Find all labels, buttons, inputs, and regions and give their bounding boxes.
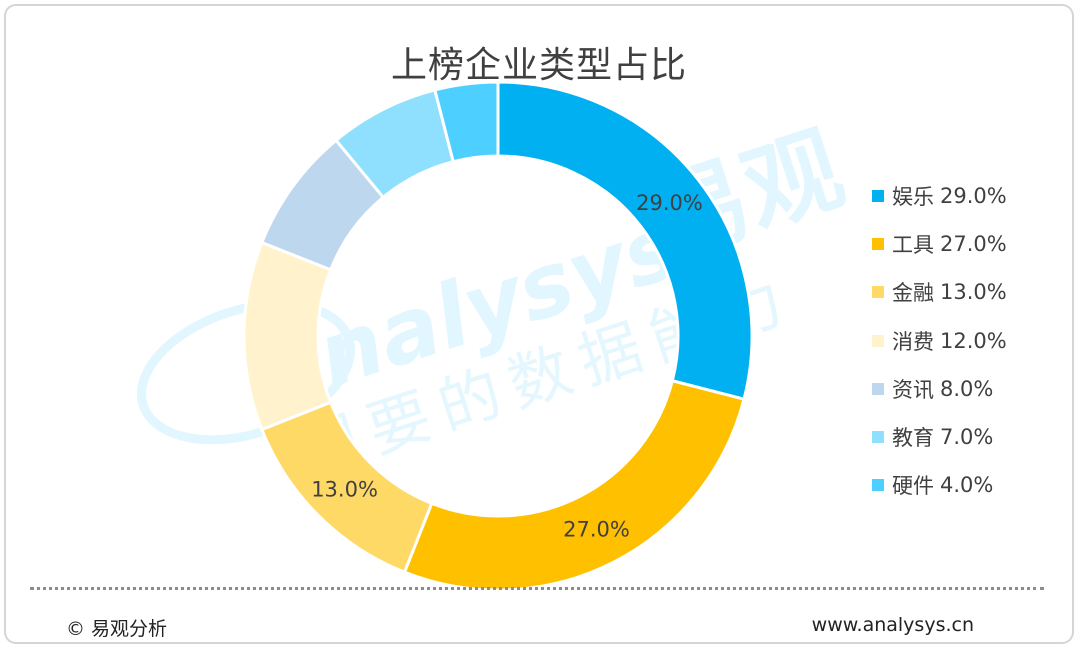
slice-label-娱乐: 29.0%: [636, 191, 703, 215]
legend-label: 资讯: [892, 377, 934, 402]
legend-label: 金融: [892, 281, 934, 306]
chart-legend: 娱乐 29.0% 工具 27.0% 金融 13.0% 消费 12.0% 资讯 8.0% 教育 7.0%…: [872, 172, 1007, 509]
legend-value: 27.0%: [940, 232, 1007, 257]
legend-swatch: [872, 238, 884, 251]
legend-swatch: [872, 286, 884, 299]
legend-value: 13.0%: [940, 280, 1007, 305]
legend-swatch: [872, 431, 884, 444]
legend-item: 工具 27.0%: [872, 220, 1007, 268]
chart-card: analysys 易观 想要的数据能力 上榜企业类型占比 29.0% 27.0% 1…: [4, 4, 1074, 644]
legend-value: 29.0%: [940, 184, 1007, 209]
slice-label-工具: 27.0%: [563, 517, 630, 541]
legend-item: 硬件 4.0%: [872, 461, 1007, 509]
donut-chart: 29.0% 27.0% 13.0%: [242, 80, 754, 592]
legend-value: 4.0%: [940, 473, 994, 498]
legend-value: 8.0%: [940, 376, 994, 401]
donut-slice-硬件: [433, 80, 500, 164]
copyright-text: © 易观分析: [66, 618, 168, 640]
legend-swatch: [872, 382, 884, 395]
legend-swatch: [872, 479, 884, 492]
source-url: www.analysys.cn: [811, 614, 974, 636]
legend-swatch: [872, 190, 884, 203]
legend-item: 教育 7.0%: [872, 413, 1007, 461]
legend-item: 娱乐 29.0%: [872, 172, 1007, 220]
legend-item: 消费 12.0%: [872, 317, 1007, 365]
legend-label: 工具: [892, 233, 934, 258]
chart-title: 上榜企业类型占比: [390, 45, 687, 86]
legend-swatch: [872, 334, 884, 347]
donut-slice-消费: [242, 240, 333, 432]
footer-divider: [30, 587, 1044, 590]
legend-value: 12.0%: [940, 328, 1007, 353]
legend-item: 金融 13.0%: [872, 268, 1007, 316]
legend-label: 硬件: [892, 474, 934, 499]
slice-label-金融: 13.0%: [311, 477, 378, 501]
donut-slice-工具: [402, 378, 746, 592]
legend-label: 教育: [892, 426, 934, 451]
legend-label: 娱乐: [892, 185, 934, 210]
donut-slice-娱乐: [496, 80, 754, 401]
legend-label: 消费: [892, 329, 934, 354]
legend-value: 7.0%: [940, 425, 994, 450]
legend-item: 资讯 8.0%: [872, 365, 1007, 413]
